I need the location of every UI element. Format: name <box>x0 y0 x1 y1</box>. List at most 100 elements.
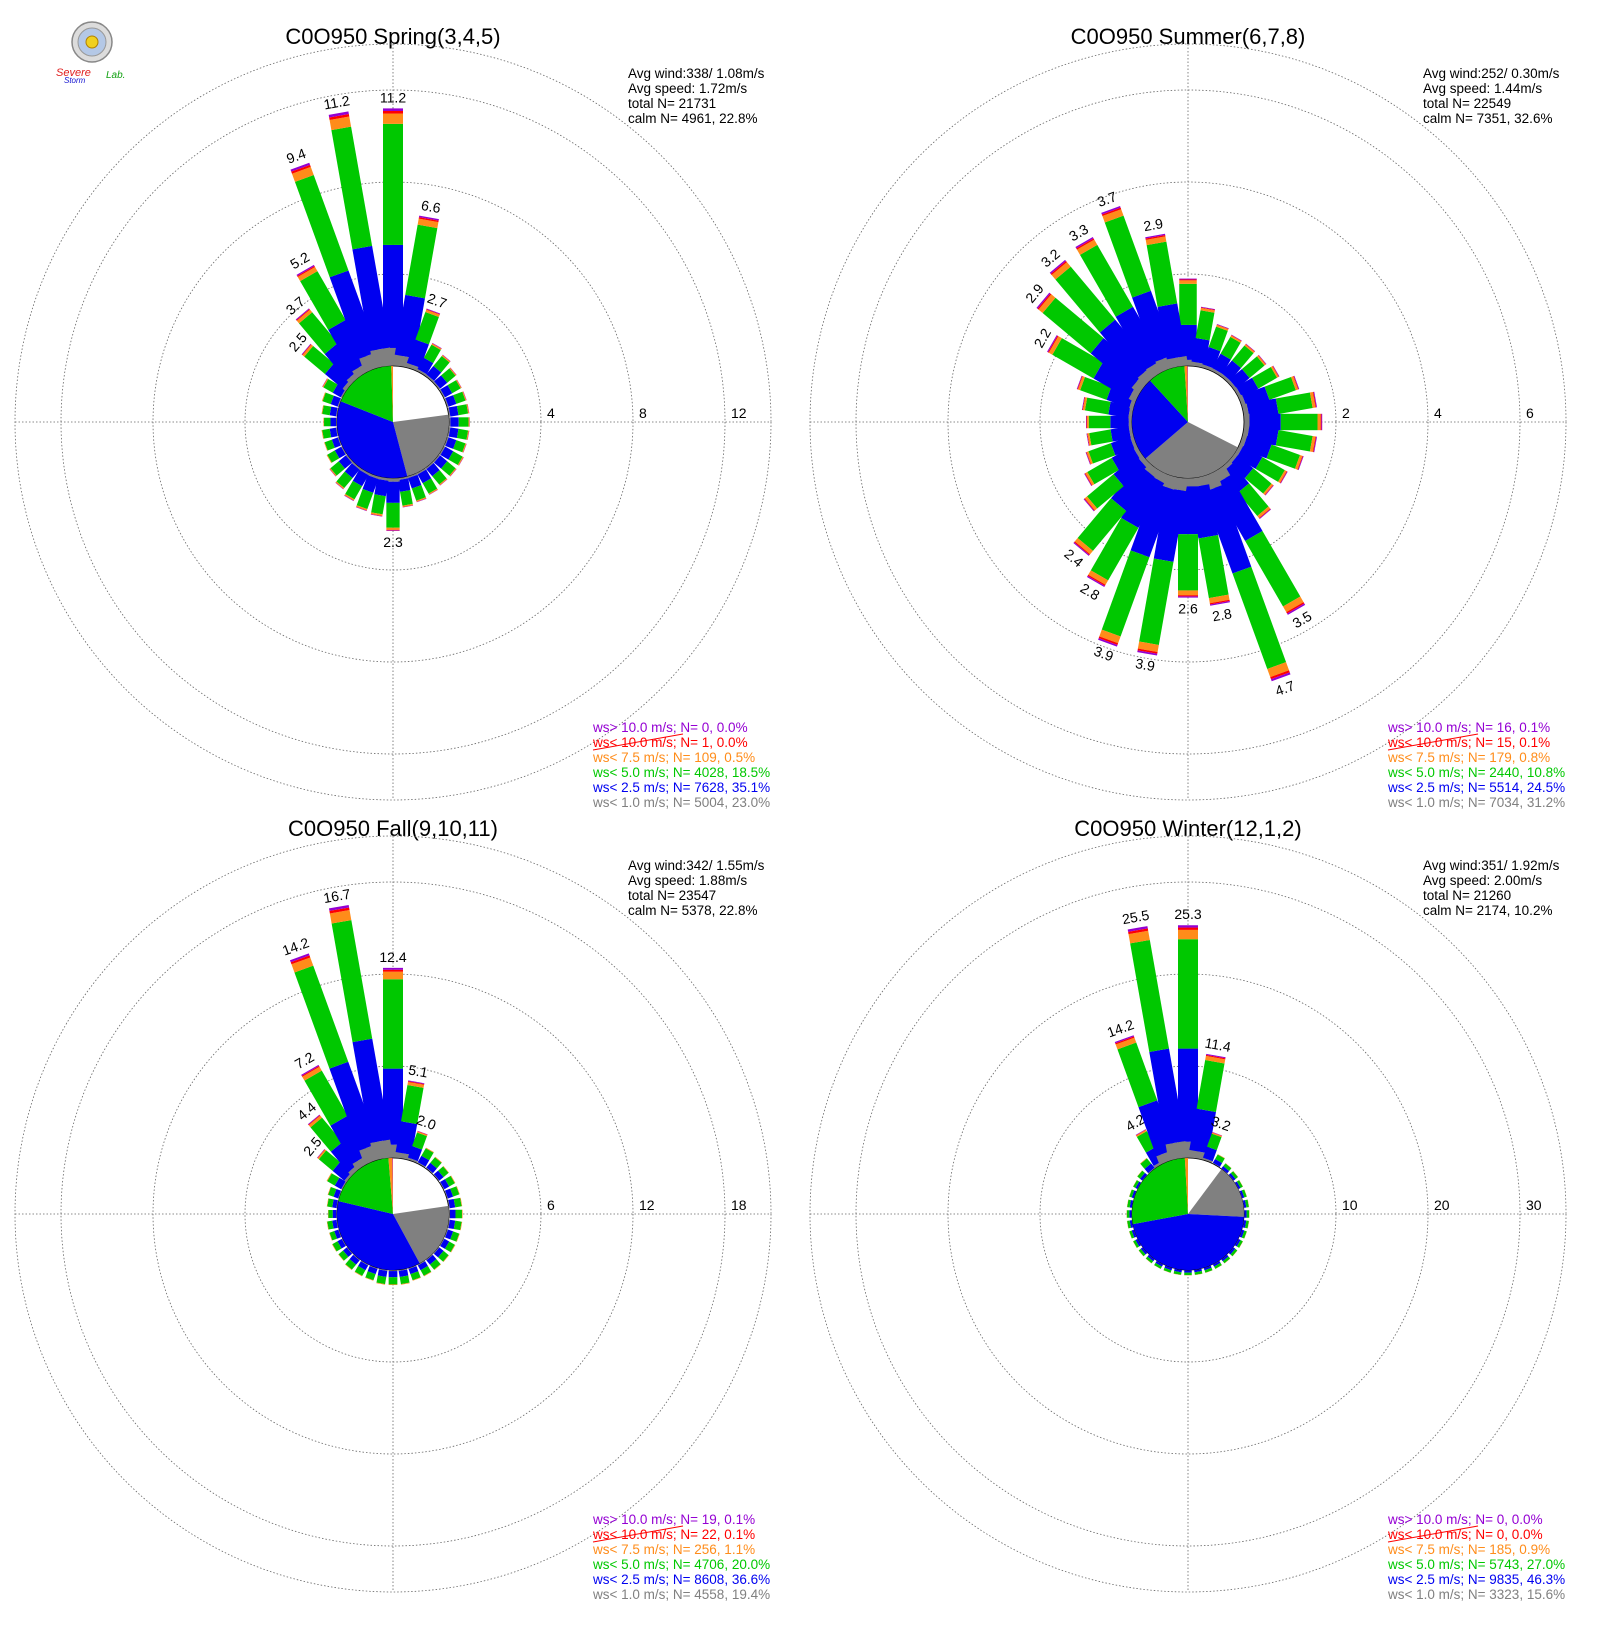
wind-bar-segment <box>1178 929 1198 940</box>
wind-bar-segment <box>1113 455 1147 487</box>
wind-bar-segment <box>383 113 403 124</box>
wind-bar-segment <box>1320 413 1322 431</box>
wind-bar-segment <box>425 374 435 383</box>
wind-bar-segment <box>1087 457 1119 485</box>
wind-bar-segment <box>438 1250 449 1262</box>
wind-bar-segment <box>453 1220 462 1231</box>
wind-bar-segment <box>1145 233 1166 239</box>
wind-bar-segment <box>432 381 441 390</box>
wind-bar-segment <box>444 1241 455 1253</box>
wind-bar-segment <box>1144 1163 1155 1174</box>
wind-bar-segment <box>1137 1170 1143 1177</box>
wind-bar-segment <box>1128 928 1149 935</box>
wind-bar-segment <box>1270 672 1291 682</box>
wind-bar-segment <box>326 1173 332 1182</box>
wind-bar-segment <box>321 430 324 439</box>
wind-bar <box>1238 434 1304 471</box>
wind-bar-segment <box>1076 375 1083 390</box>
wind-bar-segment <box>307 1114 320 1125</box>
wind-bar-segment <box>463 443 467 453</box>
wind-bar-segment <box>1049 259 1066 274</box>
wind-bar <box>417 1147 434 1168</box>
wind-bar-segment <box>407 1081 425 1085</box>
wind-bar-segment <box>370 1139 394 1161</box>
wind-bar <box>328 111 394 369</box>
wind-bar-segment <box>1244 344 1255 354</box>
wind-bar-segment <box>1129 1189 1135 1198</box>
stat-line: Avg wind:252/ 0.30m/s <box>1423 66 1560 81</box>
wind-bar-segment <box>430 1157 442 1169</box>
wind-bar-segment <box>450 1231 460 1242</box>
legend-entry: ws< 2.5 m/s; N= 8608, 36.6% <box>592 1572 770 1587</box>
wind-bar <box>1243 413 1323 431</box>
wind-bar-segment <box>386 530 400 531</box>
wind-bar <box>1086 415 1132 429</box>
wind-bar-segment <box>308 1115 321 1126</box>
wind-bar-segment <box>1195 310 1215 341</box>
wind-bar-segment <box>291 164 311 174</box>
wind-bar-segment <box>1221 1165 1230 1174</box>
ring-label: 6 <box>547 1197 555 1213</box>
wind-bar-segment <box>420 1265 432 1276</box>
wind-bar-segment <box>432 454 441 463</box>
wind-bar-segment <box>466 430 469 440</box>
wind-bar-segment <box>324 417 331 427</box>
wind-bar-segment <box>1086 451 1092 465</box>
wind-bar <box>327 1210 337 1218</box>
wind-bar-segment <box>290 162 311 172</box>
wind-bar <box>329 454 354 477</box>
wind-bar-segment <box>408 474 422 489</box>
wind-bar-segment <box>289 953 310 963</box>
wind-bar <box>1086 465 1169 588</box>
wind-bar-segment <box>328 1186 337 1197</box>
wind-bar-segment <box>1200 307 1215 313</box>
wind-bar-segment <box>1256 355 1266 366</box>
wind-bar-segment <box>1086 415 1089 429</box>
wind-bar-segment <box>1258 508 1271 519</box>
wind-bar-segment <box>383 967 403 970</box>
wind-bar-segment <box>445 1188 454 1199</box>
wind-bar-segment <box>1080 376 1112 400</box>
wind-bar-segment <box>422 478 438 494</box>
wind-bar-segment <box>338 1250 349 1261</box>
wind-bar-segment <box>329 406 338 417</box>
wind-bar-segment <box>440 385 453 398</box>
wind-bar-segment <box>1084 473 1092 487</box>
calm-pie-slice <box>336 401 408 478</box>
legend-entry: ws> 10.0 m/s; N= 19, 0.1% <box>592 1512 755 1527</box>
wind-bar-segment <box>1082 397 1088 411</box>
wind-bar-segment <box>1153 487 1186 562</box>
legend-entry: ws< 7.5 m/s; N= 256, 1.1% <box>592 1542 755 1557</box>
wind-bar-segment <box>344 494 355 501</box>
logo-text-lab: Lab. <box>106 70 125 81</box>
wind-bar <box>1227 354 1267 391</box>
wind-bar-segment <box>337 398 342 408</box>
wind-bar-segment <box>326 1198 329 1207</box>
wind-bar-segment <box>450 1175 456 1184</box>
wind-bar-segment <box>1128 415 1132 429</box>
wind-bar-segment <box>1133 1180 1140 1188</box>
wind-bar-segment <box>402 505 414 508</box>
wind-bar-segment <box>417 1131 428 1135</box>
wind-bar-segment <box>383 108 403 111</box>
wind-bar-segment <box>1086 433 1090 446</box>
wind-bar-segment <box>296 309 310 321</box>
wind-bar <box>1126 1220 1134 1229</box>
wind-bar-segment <box>439 479 448 486</box>
wind-bar-segment <box>1173 1271 1182 1275</box>
ring-label: 4 <box>1434 405 1442 421</box>
wind-bar-segment <box>1137 648 1158 654</box>
wind-bar-segment <box>410 1271 421 1281</box>
wind-bar-segment <box>1149 1048 1186 1145</box>
wind-bar-segment <box>1093 361 1139 399</box>
wind-bar-segment <box>1205 1270 1213 1273</box>
wind-bar-segment <box>1283 596 1304 613</box>
wind-bar-segment <box>298 312 338 354</box>
wind-bar-segment <box>416 468 427 475</box>
wind-bar-segment <box>291 957 314 973</box>
wind-bar-segment <box>332 1219 338 1229</box>
wind-bar-segment <box>425 309 440 317</box>
wind-bar-segment <box>1216 324 1229 330</box>
wind-bar-segment <box>388 1284 398 1286</box>
